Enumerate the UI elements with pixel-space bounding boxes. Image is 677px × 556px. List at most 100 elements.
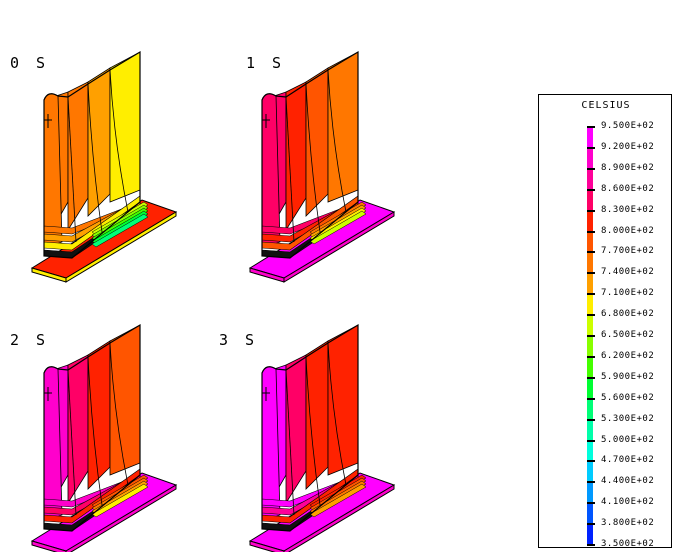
legend-value: 3.800E+02 — [601, 518, 655, 529]
legend-tick — [587, 126, 595, 128]
contour-line — [305, 356, 321, 506]
legend-tick — [587, 188, 595, 191]
legend-value: 7.400E+02 — [601, 267, 655, 278]
legend-entry: 6.500E+02 — [587, 330, 671, 342]
legend-value: 9.500E+02 — [601, 121, 655, 131]
probe-marker-icon — [262, 387, 270, 401]
legend-value: 6.200E+02 — [601, 350, 655, 361]
blade-band — [87, 67, 111, 217]
blade-band — [87, 340, 111, 490]
legend-entry: 9.500E+02 — [587, 121, 671, 133]
legend-value: 5.300E+02 — [601, 413, 655, 424]
legend-entry: 8.000E+02 — [587, 226, 671, 238]
legend-tick — [587, 293, 595, 296]
legend-value: 9.200E+02 — [601, 141, 655, 152]
legend-color-band — [587, 231, 593, 253]
blade-view — [248, 323, 396, 556]
legend-tick — [587, 418, 595, 421]
legend-value: 3.500E+02 — [601, 539, 655, 549]
legend-value: 5.600E+02 — [601, 392, 655, 403]
blade-band — [305, 340, 329, 490]
trailing-edge-stripe — [91, 483, 149, 518]
legend-entry: 8.600E+02 — [587, 184, 671, 196]
legend-color-band — [587, 210, 593, 232]
legend-entry: 7.100E+02 — [587, 288, 671, 300]
platform-side — [65, 211, 177, 283]
legend-entry: 4.100E+02 — [587, 497, 671, 509]
legend-color-band — [587, 147, 593, 169]
legend-value: 6.800E+02 — [601, 309, 655, 320]
blade-band — [305, 67, 329, 217]
legend-entry: 3.500E+02 — [587, 539, 671, 551]
probe-marker-icon — [262, 114, 270, 128]
legend-value: 4.100E+02 — [601, 497, 655, 508]
blade-view — [248, 50, 396, 283]
legend-value: 8.900E+02 — [601, 162, 655, 173]
contour-line — [109, 342, 129, 486]
legend-tick — [587, 544, 595, 546]
legend-value: 7.700E+02 — [601, 246, 655, 257]
legend-tick — [587, 335, 595, 337]
legend-tick — [587, 376, 595, 379]
contour-line — [67, 96, 77, 243]
legend-entry: 5.900E+02 — [587, 372, 671, 384]
panel-label-0s: 0 S — [10, 54, 50, 72]
contour-line — [327, 342, 347, 486]
contour-line — [327, 69, 347, 213]
trailing-edge-stripe — [309, 483, 367, 518]
legend-entry: 3.800E+02 — [587, 518, 671, 530]
legend-entry: 9.200E+02 — [587, 142, 671, 154]
legend-value: 5.000E+02 — [601, 434, 655, 445]
panel-label-2s: 2 S — [10, 331, 50, 349]
trailing-edge-stripe — [309, 210, 367, 245]
legend-tick — [587, 146, 595, 149]
legend-tick — [587, 460, 595, 463]
legend-tick — [587, 314, 595, 317]
legend-entry: 4.400E+02 — [587, 476, 671, 488]
legend-color-band — [587, 273, 593, 295]
legend-tick — [587, 397, 595, 400]
legend-color-band — [587, 419, 593, 441]
blade-outline — [261, 323, 359, 532]
legend-entry: 6.800E+02 — [587, 309, 671, 321]
legend-tick — [587, 481, 595, 484]
legend-entry: 8.300E+02 — [587, 205, 671, 217]
legend-tick — [587, 209, 595, 212]
legend-color-band — [587, 503, 593, 525]
probe-marker-icon — [44, 114, 52, 128]
legend-entry: 8.900E+02 — [587, 163, 671, 175]
contour-line — [285, 369, 295, 516]
legend-tick — [587, 355, 595, 358]
panel-label-1s: 1 S — [246, 54, 286, 72]
legend-value: 4.400E+02 — [601, 476, 655, 487]
contour-line — [305, 83, 321, 233]
legend-color-band — [587, 315, 593, 336]
blade-view — [30, 323, 178, 556]
legend-color-band — [587, 461, 593, 483]
legend-color-band — [587, 377, 593, 399]
legend-color-band — [587, 482, 593, 504]
legend-value: 4.700E+02 — [601, 455, 655, 466]
probe-marker-icon — [44, 387, 52, 401]
legend-tick — [587, 230, 595, 233]
legend-tick — [587, 439, 595, 442]
legend-value: 8.300E+02 — [601, 204, 655, 215]
blade-outline — [261, 50, 359, 259]
legend-color-band — [587, 252, 593, 274]
trailing-edge-stripe — [91, 213, 149, 248]
contour-line — [87, 83, 103, 233]
blade-outline — [43, 323, 141, 532]
legend-entry: 5.000E+02 — [587, 435, 671, 447]
legend-color-band — [587, 524, 593, 545]
panel-label-3s: 3 S — [219, 331, 259, 349]
legend-entry: 6.200E+02 — [587, 351, 671, 363]
legend-tick — [587, 251, 595, 254]
legend-value: 6.500E+02 — [601, 330, 655, 340]
legend-entry: 5.600E+02 — [587, 393, 671, 405]
legend-entry: 7.700E+02 — [587, 246, 671, 258]
blade-outline — [43, 50, 141, 259]
legend-tick — [587, 523, 595, 526]
legend-value: 5.900E+02 — [601, 371, 655, 382]
